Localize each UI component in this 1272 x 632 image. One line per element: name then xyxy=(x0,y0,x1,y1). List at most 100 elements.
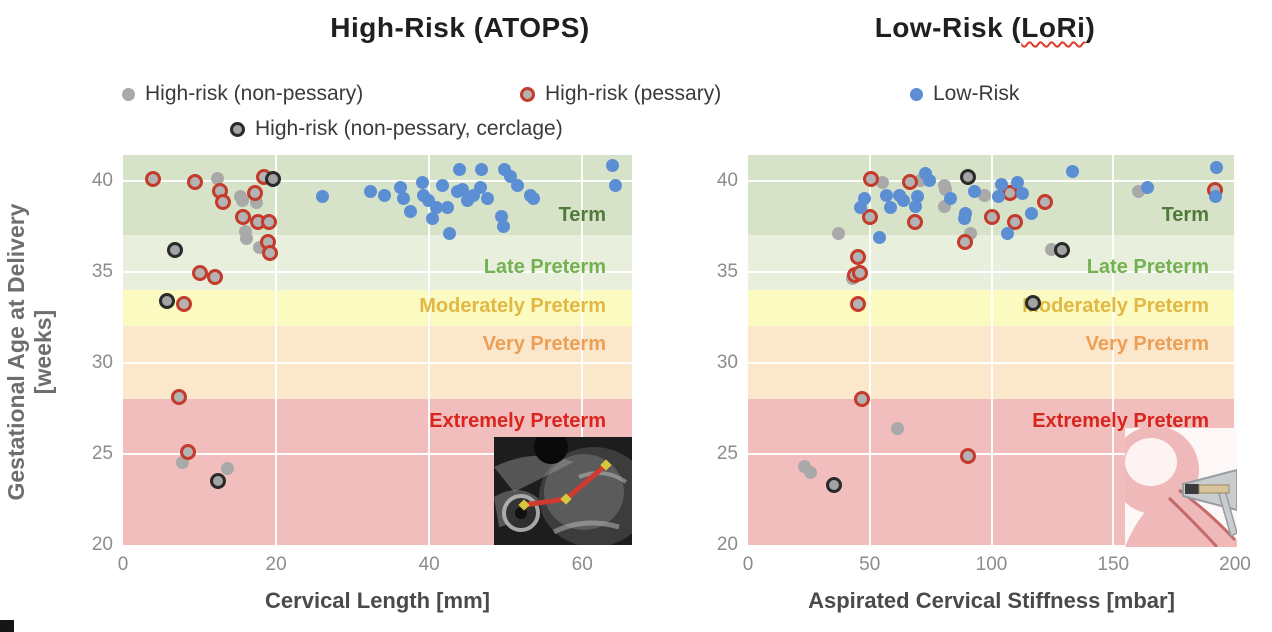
aspiration-device-graphic xyxy=(1111,426,1238,549)
data-point-low-risk xyxy=(1010,175,1024,189)
data-point-low-risk xyxy=(475,163,489,177)
band-label-very-preterm: Very Preterm xyxy=(482,333,606,356)
data-point-high-risk-pessary xyxy=(983,208,1000,225)
y-tick-label-30: 30 xyxy=(716,351,738,373)
data-point-low-risk xyxy=(854,201,868,215)
data-point-low-risk xyxy=(396,192,410,206)
y-gridline-35 xyxy=(123,270,632,273)
data-point-low-risk xyxy=(456,183,470,197)
data-point-high-risk-non-pessary xyxy=(978,188,992,202)
risk-band-term xyxy=(123,155,632,236)
data-point-high-risk-non-pessary-cerclage xyxy=(825,476,842,493)
data-point-high-risk-pessary xyxy=(956,234,973,251)
x-axis-title-left: Cervical Length [mm] xyxy=(265,588,490,613)
data-point-low-risk xyxy=(473,181,487,195)
data-point-low-risk xyxy=(363,184,377,198)
legend-item-low-risk: Low-Risk xyxy=(910,82,1019,106)
y-tick-label-25: 25 xyxy=(716,442,738,464)
y-tick-label-35: 35 xyxy=(91,260,113,282)
data-point-low-risk xyxy=(1065,164,1079,178)
y-gridline-30 xyxy=(123,361,632,364)
legend-row-2: High-risk (non-pessary, cerclage) xyxy=(0,117,1272,141)
band-label-late-preterm: Late Preterm xyxy=(483,255,606,278)
red-ring-dot-legend-icon xyxy=(520,86,535,102)
x-gridline-100 xyxy=(990,155,993,545)
x-tick-label-200: 200 xyxy=(1219,554,1251,575)
x-gridline-200 xyxy=(1234,155,1236,545)
band-label-very-preterm: Very Preterm xyxy=(1085,333,1209,356)
legend-item-high-risk-cerclage: High-risk (non-pessary, cerclage) xyxy=(230,117,563,141)
legend-label: Low-Risk xyxy=(933,82,1020,105)
left-panel-title-text: High-Risk (ATOPS) xyxy=(330,12,590,43)
data-point-low-risk xyxy=(496,219,510,233)
right-panel-title: Low-Risk (LoRi) xyxy=(760,12,1210,44)
scatter-plot-low-risk-lori: Term Late Preterm Moderately Preterm Very P… xyxy=(717,155,1251,575)
data-point-low-risk xyxy=(403,204,417,218)
x-gridline-50 xyxy=(868,155,871,545)
data-point-high-risk-pessary xyxy=(192,265,209,282)
data-point-high-risk-non-pessary xyxy=(210,172,224,186)
data-point-high-risk-pessary xyxy=(1007,214,1024,231)
data-point-high-risk-pessary xyxy=(261,214,278,231)
x-tick-label-150: 150 xyxy=(1097,554,1130,575)
data-point-low-risk xyxy=(430,201,444,215)
band-label-moderately-preterm: Moderately Preterm xyxy=(1022,295,1209,318)
data-point-low-risk xyxy=(1016,186,1030,200)
ultrasound-graphic xyxy=(494,430,649,547)
data-point-low-risk xyxy=(441,201,455,215)
data-point-low-risk xyxy=(995,177,1009,191)
x-gridline-40 xyxy=(428,155,431,545)
data-point-low-risk xyxy=(393,181,407,195)
band-label-term: Term xyxy=(558,203,606,226)
y-tick-label-20: 20 xyxy=(716,534,738,555)
y-gridline-25 xyxy=(123,452,632,455)
data-point-high-risk-pessary xyxy=(170,389,187,406)
data-point-high-risk-pessary xyxy=(206,269,223,286)
data-point-low-risk xyxy=(879,188,893,202)
data-point-high-risk-pessary xyxy=(862,170,879,187)
data-point-low-risk xyxy=(1140,181,1154,195)
data-point-low-risk xyxy=(510,179,524,193)
data-point-low-risk xyxy=(415,175,429,189)
data-point-low-risk xyxy=(943,192,957,206)
data-point-high-risk-non-pessary xyxy=(240,232,254,246)
data-point-high-risk-pessary xyxy=(247,185,264,202)
data-point-high-risk-non-pessary-cerclage xyxy=(167,241,184,258)
data-point-high-risk-non-pessary xyxy=(891,421,905,435)
y-tick-label-20: 20 xyxy=(91,534,113,555)
data-point-high-risk-non-pessary xyxy=(221,461,235,475)
y-tick-label-35: 35 xyxy=(716,260,738,282)
y-axis-title: Gestational Age at Delivery [weeks] xyxy=(3,142,63,562)
risk-band-moderately-preterm xyxy=(123,289,632,327)
data-point-high-risk-pessary xyxy=(853,391,870,408)
blue-dot-legend-icon xyxy=(910,87,923,101)
data-point-low-risk xyxy=(443,226,457,240)
data-point-high-risk-non-pessary xyxy=(876,175,890,189)
x-tick-label-100: 100 xyxy=(975,554,1008,575)
y-tick-label-40: 40 xyxy=(91,169,113,191)
data-point-low-risk xyxy=(606,159,620,173)
data-point-high-risk-non-pessary-cerclage xyxy=(959,168,976,185)
data-point-low-risk xyxy=(425,212,439,226)
data-point-low-risk xyxy=(884,201,898,215)
ultrasound-inset-image xyxy=(494,430,649,547)
x-tick-label-40: 40 xyxy=(418,554,440,575)
data-point-low-risk xyxy=(608,179,622,193)
data-point-low-risk xyxy=(480,192,494,206)
data-point-high-risk-pessary xyxy=(959,447,976,464)
data-point-low-risk xyxy=(316,190,330,204)
data-point-high-risk-non-pessary-cerclage xyxy=(209,473,226,490)
data-point-high-risk-pessary xyxy=(850,296,867,313)
data-point-high-risk-non-pessary xyxy=(831,226,845,240)
aspiration-illustration-inset-image xyxy=(1111,426,1238,549)
legend-item-high-risk-non-pessary: High-risk (non-pessary) xyxy=(122,82,363,106)
data-point-high-risk-non-pessary xyxy=(235,194,249,208)
band-label-moderately-preterm: Moderately Preterm xyxy=(419,295,606,318)
gray-dot-legend-icon xyxy=(122,87,135,101)
band-label-extremely-preterm: Extremely Preterm xyxy=(429,409,606,432)
data-point-low-risk xyxy=(1000,226,1014,240)
data-point-low-risk xyxy=(453,163,467,177)
data-point-high-risk-pessary xyxy=(176,296,193,313)
y-tick-label-40: 40 xyxy=(716,169,738,191)
